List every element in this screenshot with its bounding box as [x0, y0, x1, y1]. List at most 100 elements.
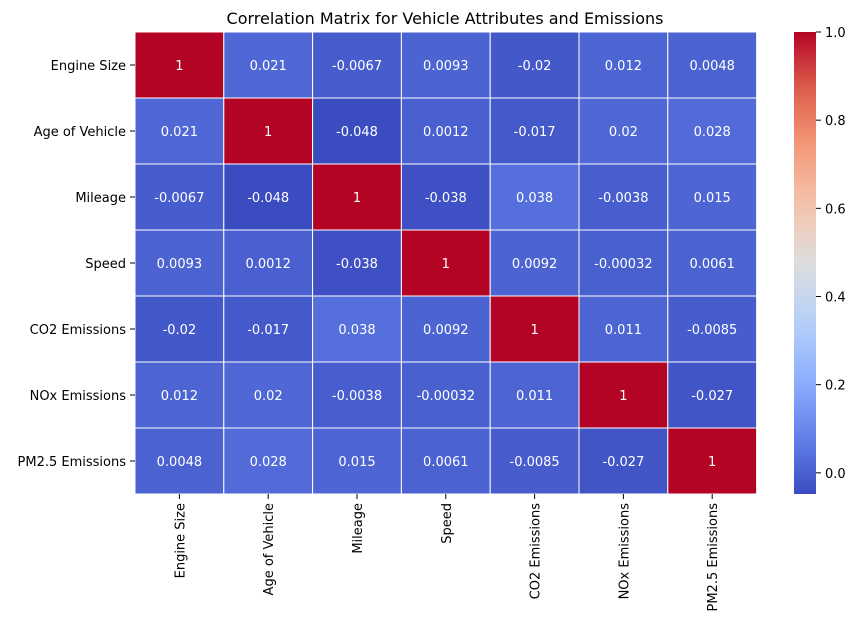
cell-value-label: 0.015: [694, 191, 731, 206]
cell-value-label: -0.00032: [417, 389, 475, 404]
heatmap-cell: [223, 163, 314, 231]
heatmap-cell: [578, 31, 669, 99]
cell-value-label: 0.0061: [423, 455, 469, 470]
cell-value-label: 1: [619, 389, 627, 404]
heatmap-cell: [400, 163, 491, 231]
cell-value-label: -0.038: [425, 191, 467, 206]
heatmap-cell: [578, 163, 669, 231]
heatmap-cell: [400, 31, 491, 99]
cell-value-label: 0.012: [605, 59, 642, 74]
cell-value-label: 0.021: [161, 125, 198, 140]
cell-value-label: 0.0093: [423, 59, 469, 74]
x-tick-label: Engine Size: [173, 503, 188, 578]
y-tick-label: Mileage: [75, 191, 126, 206]
cell-value-label: 1: [264, 125, 272, 140]
heatmap-cell: [578, 97, 669, 165]
heatmap-cell: [667, 361, 758, 429]
cell-value-label: 1: [530, 323, 538, 338]
heatmap-cell: [223, 229, 314, 297]
heatmap-cell: [312, 427, 402, 495]
y-tick-label: Age of Vehicle: [34, 125, 126, 140]
x-tick-labels: Engine Size Age of Vehicle Mileage Speed CO2…: [173, 494, 721, 611]
heatmap-cell: [667, 295, 758, 363]
heatmap-cell: [489, 163, 580, 231]
cell-value-label: -0.038: [336, 257, 378, 272]
heatmap-cell: [667, 163, 758, 231]
cell-value-label: 0.028: [250, 455, 287, 470]
heatmap-cell: [223, 361, 314, 429]
cell-value-label: 0.0012: [423, 125, 469, 140]
y-tick-label: Engine Size: [51, 59, 126, 74]
y-tick-label: NOx Emissions: [30, 389, 127, 404]
cell-value-label: -0.02: [163, 323, 197, 338]
cell-value-label: 1: [353, 191, 361, 206]
heatmap-cell: [312, 295, 402, 363]
colorbar-tick-label: 0.0: [825, 467, 846, 482]
cell-value-label: -0.02: [518, 59, 552, 74]
x-tick-label: Speed: [440, 503, 455, 544]
heatmap-cell: [312, 97, 402, 165]
cell-value-label: -0.00032: [594, 257, 652, 272]
cell-value-label: 0.0048: [689, 59, 735, 74]
cell-value-label: 0.0092: [423, 323, 469, 338]
cell-value-label: 0.028: [694, 125, 731, 140]
cell-value-label: 0.0012: [245, 257, 291, 272]
cell-value-label: 0.038: [516, 191, 553, 206]
cell-value-label: -0.027: [691, 389, 733, 404]
cell-value-label: 0.0093: [157, 257, 203, 272]
heatmap-cell: [223, 31, 314, 99]
y-tick-labels: Engine Size Age of Vehicle Mileage Speed CO2…: [18, 59, 135, 470]
chart-title: Correlation Matrix for Vehicle Attribute…: [227, 9, 664, 28]
heatmap-cell: [667, 97, 758, 165]
heatmap-cell: [134, 31, 225, 99]
x-tick-label: CO2 Emissions: [529, 503, 544, 600]
colorbar-tick-label: 0.2: [825, 379, 846, 394]
cell-value-label: -0.0085: [687, 323, 737, 338]
cell-value-label: -0.017: [514, 125, 556, 140]
heatmap-cell: [400, 229, 491, 297]
cell-value-label: 0.015: [338, 455, 375, 470]
y-tick-label: Speed: [85, 257, 126, 272]
heatmap-cell: [312, 163, 402, 231]
cell-value-label: 0.0061: [689, 257, 735, 272]
heatmap-cell: [134, 229, 225, 297]
heatmap-cell: [134, 427, 225, 495]
heatmap-cell: [134, 361, 225, 429]
y-tick-label: CO2 Emissions: [30, 323, 127, 338]
cell-value-label: 1: [708, 455, 716, 470]
heatmap-cell: [400, 361, 491, 429]
cell-value-label: 0.02: [609, 125, 638, 140]
cell-value-label: -0.027: [602, 455, 644, 470]
x-tick-label: Age of Vehicle: [262, 503, 277, 595]
heatmap-cell: [489, 427, 580, 495]
cell-value-label: 0.012: [161, 389, 198, 404]
cell-value-label: -0.0085: [510, 455, 560, 470]
cell-value-label: 0.038: [338, 323, 375, 338]
cell-value-label: 1: [175, 59, 183, 74]
cell-value-label: -0.048: [336, 125, 378, 140]
heatmap-cell: [578, 229, 669, 297]
cell-value-label: -0.0038: [332, 389, 382, 404]
cell-value-label: 0.02: [254, 389, 283, 404]
cell-value-label: 1: [442, 257, 450, 272]
colorbar-tick-label: 0.6: [825, 202, 846, 217]
cell-value-label: -0.0038: [598, 191, 648, 206]
heatmap-cell: [489, 97, 580, 165]
heatmap-cell: [667, 427, 758, 495]
x-tick-label: Mileage: [351, 503, 366, 554]
cell-value-label: 0.011: [516, 389, 553, 404]
colorbar-tick-label: 0.8: [825, 114, 846, 129]
cell-value-label: -0.0067: [332, 59, 382, 74]
heatmap-cell: [400, 427, 491, 495]
colorbar-tick-label: 0.4: [825, 291, 846, 306]
heatmap-cell: [489, 31, 580, 99]
heatmap-cell: [667, 229, 758, 297]
colorbar-gradient: [794, 32, 816, 494]
cell-value-label: -0.048: [247, 191, 289, 206]
heatmap-cell: [489, 361, 580, 429]
cell-value-label: -0.017: [247, 323, 289, 338]
colorbar: 0.0 0.2 0.4 0.6 0.8 1.0: [794, 26, 846, 494]
cell-value-label: 0.0048: [157, 455, 203, 470]
heatmap-cell: [134, 295, 225, 363]
